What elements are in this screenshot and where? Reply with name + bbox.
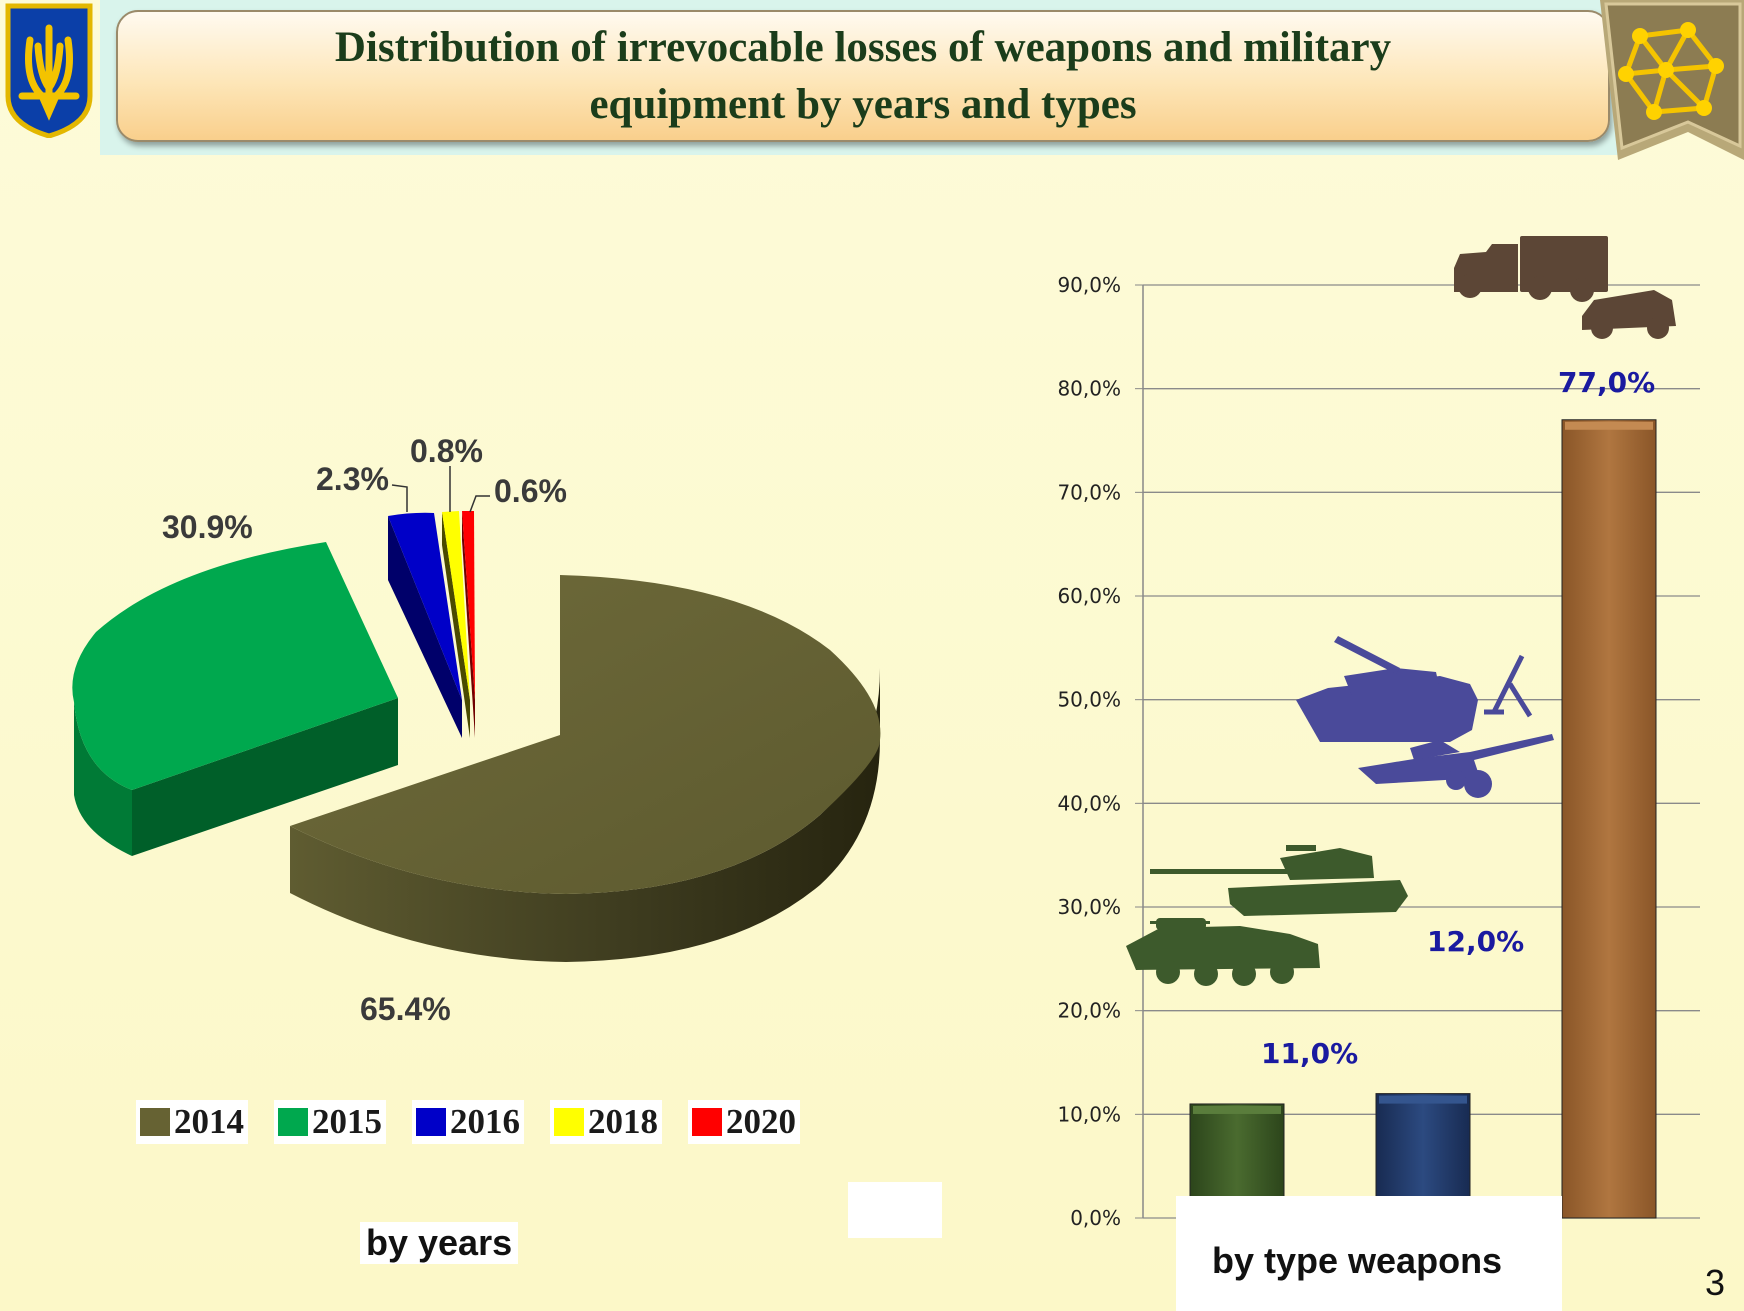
pie-label-2016: 2.3% (316, 461, 389, 497)
pie-slice-2018 (442, 511, 470, 700)
y-tick-label: 90,0% (1057, 273, 1121, 297)
pie-slice-2014 (290, 575, 881, 894)
title-box: Distribution of irrevocable losses of we… (116, 10, 1610, 142)
bar-chart: 0,0% 10,0% 20,0% 30,0% 40,0% 50,0% 60,0% 70,0% 8… (1057, 236, 1700, 1230)
blank-patch (848, 1182, 942, 1238)
legend-label-2016: 2016 (450, 1102, 520, 1141)
y-tick-label: 80,0% (1057, 377, 1121, 401)
y-tick-label: 40,0% (1057, 791, 1121, 815)
pie-slice-2015-side (74, 702, 132, 856)
towed-howitzer-icon (1358, 734, 1554, 798)
mortar-icon (1484, 654, 1533, 718)
legend-label-2018: 2018 (588, 1102, 658, 1141)
self-propelled-gun-icon (1296, 636, 1478, 742)
pie-slice-2018-side (442, 512, 470, 738)
truck-icon (1454, 236, 1608, 302)
trident-emblem-icon (5, 3, 93, 138)
pie-slice-2014-side (290, 668, 880, 962)
jeep-icon (1582, 290, 1676, 339)
legend-swatch-2016 (416, 1108, 446, 1136)
y-tick-label: 0,0% (1070, 1206, 1121, 1230)
legend-swatch-2020 (692, 1108, 722, 1136)
y-tick-label: 70,0% (1057, 480, 1121, 504)
bar-value-label-vehicles: 77,0% (1558, 366, 1655, 399)
legend-item-2016: 2016 (412, 1100, 524, 1144)
legend-item-2020: 2020 (688, 1100, 800, 1144)
pie-slice-2015 (72, 542, 398, 790)
legend-label-2014: 2014 (174, 1102, 244, 1141)
legend-item-2014: 2014 (136, 1100, 248, 1144)
legend-swatch-2014 (140, 1108, 170, 1136)
pie-caption: by years (360, 1222, 519, 1264)
pie-slice-2020 (462, 511, 475, 700)
legend-item-2018: 2018 (550, 1100, 662, 1144)
tank-icon (1150, 845, 1408, 916)
page-number: 3 (1705, 1262, 1726, 1303)
legend-swatch-2018 (554, 1108, 584, 1136)
pie-slice-2015-front (132, 698, 398, 856)
apc-icon (1126, 918, 1320, 986)
pie-label-2018: 0.8% (410, 433, 483, 469)
bar-caption: by type weapons (1206, 1240, 1509, 1282)
bar-vehicles-cap (1565, 421, 1653, 430)
pie-slice-2016 (388, 512, 462, 700)
legend-label-2015: 2015 (312, 1102, 382, 1141)
bars-group (1189, 419, 1657, 1219)
pie-label-2014: 65.4% (360, 991, 451, 1027)
pie-label-2015: 30.9% (162, 509, 253, 545)
network-emblem-icon (1600, 0, 1744, 160)
title-line-1: Distribution of irrevocable losses of we… (334, 24, 1392, 71)
pie-slice-2016-side (388, 516, 462, 738)
pie-slice-2020-side (462, 511, 475, 738)
title-line-2: equipment by years and types (589, 81, 1137, 128)
bar-artillery-cap (1379, 1095, 1467, 1104)
y-tick-label: 20,0% (1057, 999, 1121, 1023)
pie-legend: 2014 2015 2016 2018 2020 (136, 1098, 836, 1146)
pie-label-2020: 0.6% (494, 473, 567, 509)
slide-title: Distribution of irrevocable losses of we… (213, 19, 1513, 133)
legend-item-2015: 2015 (274, 1100, 386, 1144)
y-tick-label: 60,0% (1057, 584, 1121, 608)
legend-label-2020: 2020 (726, 1102, 796, 1141)
y-tick-label: 10,0% (1057, 1102, 1121, 1126)
bar-value-label-armor: 11,0% (1261, 1037, 1358, 1070)
bar-vehicles (1561, 419, 1657, 1219)
legend-swatch-2015 (278, 1108, 308, 1136)
y-tick-label: 50,0% (1057, 688, 1121, 712)
pie-chart: 30.9% 2.3% 0.8% 0.6% 65.4% (72, 433, 881, 1027)
bar-value-label-artillery: 12,0% (1427, 925, 1524, 958)
bar-axis-ticks: 0,0% 10,0% 20,0% 30,0% 40,0% 50,0% 60,0% 70,0% 8… (1057, 273, 1143, 1230)
y-tick-label: 30,0% (1057, 895, 1121, 919)
bar-armor-cap (1193, 1105, 1281, 1114)
